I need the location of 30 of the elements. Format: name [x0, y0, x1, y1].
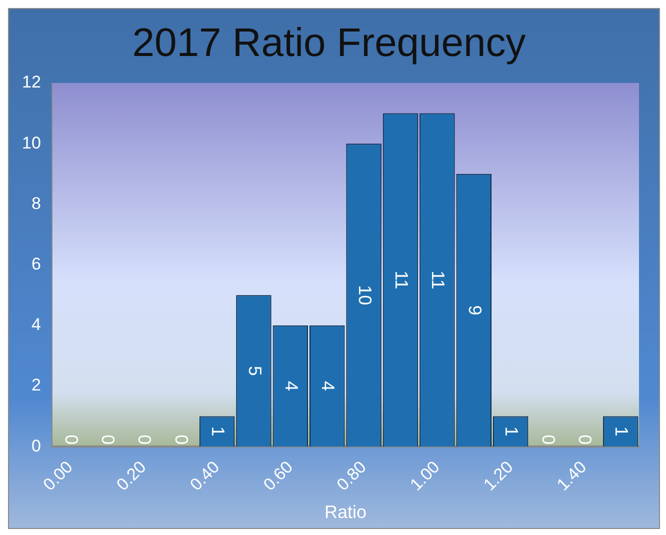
data-label: 4 — [281, 380, 302, 391]
data-label: 0 — [134, 434, 155, 445]
x-tick-label: 0.80 — [333, 458, 370, 494]
data-label: 1 — [208, 426, 228, 436]
data-label: 4 — [318, 380, 338, 391]
data-label: 0 — [61, 434, 82, 445]
data-label: 0 — [574, 434, 595, 445]
x-axis-title: Ratio — [324, 502, 366, 522]
y-tick-label: 8 — [31, 194, 41, 213]
x-tick-label: 0.00 — [40, 458, 76, 494]
y-tick-label: 10 — [22, 133, 41, 152]
data-label: 9 — [464, 305, 485, 316]
x-tick-label: 0.40 — [186, 458, 224, 494]
data-label: 0 — [171, 434, 192, 445]
data-label: 0 — [98, 434, 118, 445]
data-label: 5 — [244, 366, 265, 376]
y-tick-label: 4 — [31, 315, 41, 334]
data-label: 1 — [612, 426, 632, 436]
y-tick-label: 6 — [31, 254, 41, 274]
data-label: 11 — [392, 270, 412, 290]
y-tick-label: 0 — [31, 436, 41, 456]
chart-title: 2017 Ratio Frequency — [132, 21, 526, 66]
y-tick-label: 12 — [22, 72, 41, 92]
data-label: 11 — [428, 270, 448, 290]
x-tick-label: 0.60 — [260, 458, 297, 494]
data-label: 1 — [502, 426, 522, 436]
y-tick-label: 2 — [31, 376, 41, 395]
data-label: 0 — [538, 434, 558, 445]
x-tick-label: 0.20 — [112, 458, 150, 494]
data-label: 10 — [354, 285, 375, 306]
